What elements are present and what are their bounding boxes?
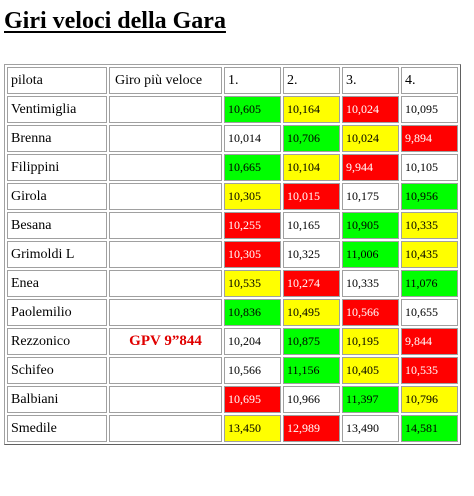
lap-time-4: 10,535 <box>401 357 458 384</box>
lap-time-3: 11,397 <box>342 386 399 413</box>
lap-time-3: 10,566 <box>342 299 399 326</box>
table-row: Girola 10,305 10,015 10,175 10,956 <box>7 183 458 210</box>
fastest-lap-cell <box>109 386 222 413</box>
lap-time-4: 10,335 <box>401 212 458 239</box>
fastest-lap-cell <box>109 96 222 123</box>
pilot-name: Girola <box>7 183 107 210</box>
table-row: Besana 10,255 10,165 10,905 10,335 <box>7 212 458 239</box>
fastest-lap-cell <box>109 125 222 152</box>
fastest-lap-badge: GPV 9”844 <box>129 333 202 349</box>
table-body: pilota Giro più veloce 1. 2. 3. 4. Venti… <box>7 67 458 442</box>
lap-time-1: 10,255 <box>224 212 281 239</box>
header-lap-2: 2. <box>283 67 340 94</box>
fastest-lap-cell <box>109 241 222 268</box>
header-lap-3: 3. <box>342 67 399 94</box>
pilot-name: Rezzonico <box>7 328 107 355</box>
lap-time-2: 11,156 <box>283 357 340 384</box>
pilot-name: Besana <box>7 212 107 239</box>
table-row: Smedile 13,450 12,989 13,490 14,581 <box>7 415 458 442</box>
lap-time-1: 10,665 <box>224 154 281 181</box>
lap-time-1: 10,204 <box>224 328 281 355</box>
header-lap-1: 1. <box>224 67 281 94</box>
lap-time-2: 10,274 <box>283 270 340 297</box>
lap-time-2: 10,325 <box>283 241 340 268</box>
lap-time-3: 10,024 <box>342 125 399 152</box>
header-pilot: pilota <box>7 67 107 94</box>
lap-time-4: 11,076 <box>401 270 458 297</box>
table-header-row: pilota Giro più veloce 1. 2. 3. 4. <box>7 67 458 94</box>
lap-time-4: 10,095 <box>401 96 458 123</box>
results-table-wrapper: pilota Giro più veloce 1. 2. 3. 4. Venti… <box>4 64 461 445</box>
lap-time-3: 10,405 <box>342 357 399 384</box>
table-row: Brenna 10,014 10,706 10,024 9,894 <box>7 125 458 152</box>
lap-time-3: 11,006 <box>342 241 399 268</box>
lap-time-1: 10,605 <box>224 96 281 123</box>
lap-time-4: 10,956 <box>401 183 458 210</box>
lap-time-1: 10,566 <box>224 357 281 384</box>
pilot-name: Brenna <box>7 125 107 152</box>
table-row: Grimoldi L 10,305 10,325 11,006 10,435 <box>7 241 458 268</box>
lap-time-3: 10,175 <box>342 183 399 210</box>
lap-time-2: 10,966 <box>283 386 340 413</box>
lap-time-1: 10,305 <box>224 183 281 210</box>
lap-time-2: 12,989 <box>283 415 340 442</box>
lap-time-3: 10,024 <box>342 96 399 123</box>
lap-time-3: 13,490 <box>342 415 399 442</box>
lap-time-2: 10,706 <box>283 125 340 152</box>
table-row: Enea 10,535 10,274 10,335 11,076 <box>7 270 458 297</box>
lap-time-4: 10,435 <box>401 241 458 268</box>
lap-time-3: 10,195 <box>342 328 399 355</box>
pilot-name: Filippini <box>7 154 107 181</box>
lap-time-4: 9,844 <box>401 328 458 355</box>
lap-time-3: 10,905 <box>342 212 399 239</box>
lap-time-2: 10,015 <box>283 183 340 210</box>
pilot-name: Ventimiglia <box>7 96 107 123</box>
fast-laps-table: pilota Giro più veloce 1. 2. 3. 4. Venti… <box>4 64 461 445</box>
lap-time-1: 10,836 <box>224 299 281 326</box>
lap-time-2: 10,875 <box>283 328 340 355</box>
fastest-lap-cell <box>109 299 222 326</box>
lap-time-1: 10,535 <box>224 270 281 297</box>
fastest-lap-cell <box>109 357 222 384</box>
table-row: Paolemilio 10,836 10,495 10,566 10,655 <box>7 299 458 326</box>
table-row: Balbiani 10,695 10,966 11,397 10,796 <box>7 386 458 413</box>
lap-time-4: 10,105 <box>401 154 458 181</box>
pilot-name: Grimoldi L <box>7 241 107 268</box>
lap-time-4: 9,894 <box>401 125 458 152</box>
lap-time-1: 10,014 <box>224 125 281 152</box>
pilot-name: Balbiani <box>7 386 107 413</box>
fastest-lap-cell <box>109 270 222 297</box>
fastest-lap-cell <box>109 154 222 181</box>
fastest-lap-cell: GPV 9”844 <box>109 328 222 355</box>
table-row: Filippini 10,665 10,104 9,944 10,105 <box>7 154 458 181</box>
pilot-name: Paolemilio <box>7 299 107 326</box>
table-row: Rezzonico GPV 9”844 10,204 10,875 10,195 9,84… <box>7 328 458 355</box>
table-row: Schifeo 10,566 11,156 10,405 10,535 <box>7 357 458 384</box>
lap-time-2: 10,495 <box>283 299 340 326</box>
lap-time-1: 13,450 <box>224 415 281 442</box>
page-title: Giri veloci della Gara <box>4 8 226 34</box>
fastest-lap-cell <box>109 183 222 210</box>
pilot-name: Schifeo <box>7 357 107 384</box>
lap-time-4: 14,581 <box>401 415 458 442</box>
lap-time-4: 10,796 <box>401 386 458 413</box>
lap-time-3: 10,335 <box>342 270 399 297</box>
table-row: Ventimiglia 10,605 10,164 10,024 10,095 <box>7 96 458 123</box>
fastest-lap-cell <box>109 212 222 239</box>
header-lap-4: 4. <box>401 67 458 94</box>
lap-time-2: 10,164 <box>283 96 340 123</box>
lap-time-1: 10,305 <box>224 241 281 268</box>
fastest-lap-cell <box>109 415 222 442</box>
lap-time-3: 9,944 <box>342 154 399 181</box>
header-fastest-lap: Giro più veloce <box>109 67 222 94</box>
lap-time-4: 10,655 <box>401 299 458 326</box>
pilot-name: Enea <box>7 270 107 297</box>
lap-time-2: 10,104 <box>283 154 340 181</box>
lap-time-2: 10,165 <box>283 212 340 239</box>
pilot-name: Smedile <box>7 415 107 442</box>
lap-time-1: 10,695 <box>224 386 281 413</box>
